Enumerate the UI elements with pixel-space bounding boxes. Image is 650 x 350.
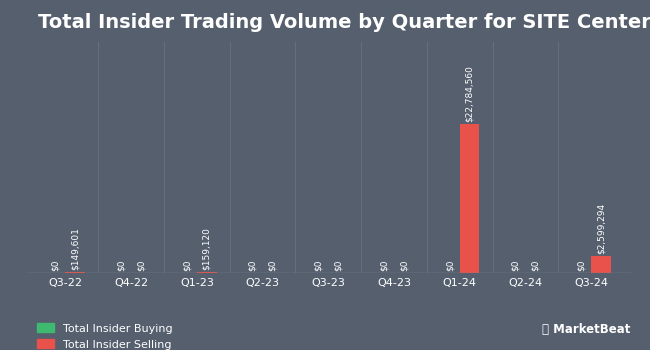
Text: $0: $0 (577, 259, 586, 271)
Text: $22,784,560: $22,784,560 (465, 65, 474, 122)
Text: $0: $0 (268, 259, 277, 271)
Bar (460, 124, 480, 273)
Text: $0: $0 (445, 259, 454, 271)
Text: $0: $0 (531, 259, 540, 271)
Text: $0: $0 (511, 259, 520, 271)
Text: $0: $0 (333, 259, 343, 271)
Bar (197, 272, 216, 273)
Text: $149,601: $149,601 (71, 227, 80, 270)
Text: $0: $0 (314, 259, 323, 271)
Text: $0: $0 (183, 259, 192, 271)
Text: $0: $0 (248, 259, 257, 271)
Text: $0: $0 (380, 259, 389, 271)
Bar (66, 272, 85, 273)
Text: Total Insider Trading Volume by Quarter for SITE Centers: Total Insider Trading Volume by Quarter … (38, 13, 650, 32)
Text: $0: $0 (399, 259, 408, 271)
Text: $0: $0 (117, 259, 125, 271)
Text: $2,599,294: $2,599,294 (597, 203, 605, 254)
Text: $0: $0 (51, 259, 60, 271)
Bar (591, 256, 611, 273)
Text: ⫽ MarketBeat: ⫽ MarketBeat (542, 323, 630, 336)
Text: $159,120: $159,120 (202, 227, 211, 270)
Text: $0: $0 (136, 259, 146, 271)
Legend: Total Insider Buying, Total Insider Selling: Total Insider Buying, Total Insider Sell… (32, 318, 178, 350)
